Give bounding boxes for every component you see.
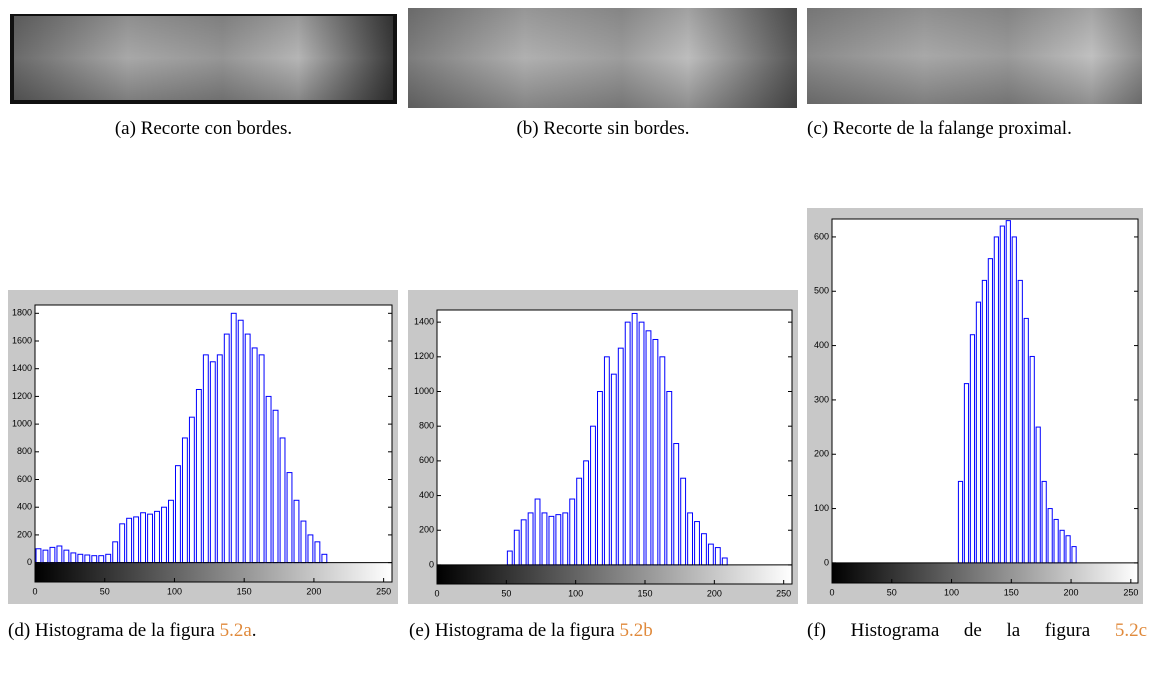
x-tick-label: 0 (434, 588, 439, 598)
x-tick-label: 150 (1004, 587, 1019, 597)
y-tick-label: 1000 (12, 418, 32, 428)
x-tick-label: 50 (100, 586, 110, 596)
y-tick-label: 0 (27, 557, 32, 567)
caption-text: (e) Histograma de la figura (409, 620, 615, 641)
x-tick-label: 0 (829, 587, 834, 597)
y-tick-label: 0 (429, 559, 434, 569)
plot-area (437, 310, 792, 584)
y-tick-label: 0 (824, 557, 829, 567)
caption-suffix: . (251, 620, 257, 641)
x-tick-label: 50 (887, 587, 897, 597)
x-tick-label: 100 (167, 586, 182, 596)
image-b (408, 8, 797, 108)
y-tick-label: 1000 (414, 386, 434, 396)
y-tick-label: 400 (419, 490, 434, 500)
x-tick-label: 0 (32, 586, 37, 596)
figure-ref[interactable]: 5.2c (1114, 620, 1148, 641)
y-tick-label: 400 (814, 340, 829, 350)
y-tick-label: 200 (814, 449, 829, 459)
x-tick-label: 250 (376, 586, 391, 596)
x-tick-label: 250 (1123, 587, 1138, 597)
x-tick-label: 200 (707, 588, 722, 598)
x-tick-label: 50 (501, 588, 511, 598)
y-tick-label: 200 (419, 525, 434, 535)
caption-c: (c) Recorte de la falange proximal. (807, 118, 1072, 139)
figure-ref[interactable]: 5.2a (219, 620, 252, 641)
x-tick-label: 250 (776, 588, 791, 598)
y-tick-label: 600 (419, 455, 434, 465)
caption-b: (b) Recorte sin bordes. (516, 118, 690, 139)
caption-e: (e) Histograma de la figura 5.2b (409, 618, 809, 643)
plot-frame (831, 218, 1139, 584)
x-tick-label: 200 (306, 586, 321, 596)
y-tick-label: 1200 (12, 391, 32, 401)
y-tick-label: 1800 (12, 308, 32, 318)
caption-text: (f) Histograma de la figura (807, 620, 1091, 641)
image-a (10, 14, 397, 104)
y-tick-label: 1600 (12, 335, 32, 345)
x-tick-label: 100 (568, 588, 583, 598)
x-tick-label: 150 (637, 588, 652, 598)
y-tick-label: 600 (814, 231, 829, 241)
caption-text: (d) Histograma de la figura (8, 620, 215, 641)
caption-f: (f) Histograma de la figura 5.2c (807, 618, 1147, 643)
histogram-panel: 0 100 200 300 400 500 600 0 50 100 150 200 250 (807, 208, 1143, 604)
figure-ref[interactable]: 5.2b (619, 620, 653, 641)
image-c (807, 8, 1142, 104)
y-tick-label: 800 (419, 421, 434, 431)
y-tick-label: 1200 (414, 351, 434, 361)
y-tick-label: 400 (17, 502, 32, 512)
caption-d: (d) Histograma de la figura 5.2a. (8, 618, 408, 643)
histogram-panel: 0 200 400 600 800 1000 1200 1400 0 50 100 150 200 250 (408, 290, 798, 604)
x-tick-label: 200 (1064, 587, 1079, 597)
y-tick-label: 1400 (12, 363, 32, 373)
histogram-panel: 0 200 400 600 800 1000 1200 1400 1600 1800 0 50 100 1… (8, 290, 398, 604)
y-tick-label: 500 (814, 286, 829, 296)
colorbar (437, 564, 792, 584)
caption-a: (a) Recorte con bordes. (114, 118, 293, 139)
y-tick-label: 300 (814, 394, 829, 404)
x-tick-label: 100 (944, 587, 959, 597)
plot-frame (34, 304, 393, 583)
y-tick-label: 600 (17, 474, 32, 484)
colorbar (832, 562, 1138, 583)
x-tick-label: 150 (237, 586, 252, 596)
plot-area (35, 305, 392, 582)
colorbar (35, 562, 392, 582)
y-tick-label: 200 (17, 529, 32, 539)
plot-frame (436, 309, 793, 585)
y-tick-label: 800 (17, 446, 32, 456)
y-tick-label: 100 (814, 503, 829, 513)
plot-area (832, 219, 1138, 583)
y-tick-label: 1400 (414, 317, 434, 327)
